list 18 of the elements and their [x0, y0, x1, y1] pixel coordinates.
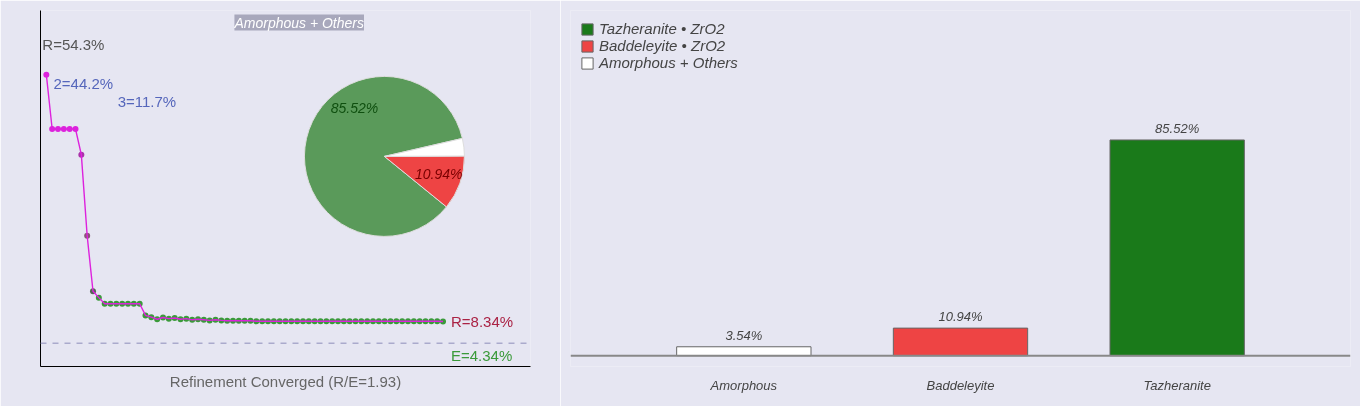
data-label: 10.94% — [938, 309, 983, 325]
text: E=4.34% — [451, 347, 513, 365]
legend-label: Baddeleyite • ZrO2 — [599, 37, 726, 54]
data-label: 85.52% — [1155, 120, 1200, 136]
annotation: 3=11.7% — [117, 92, 177, 110]
text: R=8.34% — [451, 313, 514, 331]
legend-label: Tazheranite • ZrO2 — [599, 20, 725, 37]
data-label: 85.52% — [330, 100, 379, 117]
text: R=54.3% — [42, 35, 105, 53]
x-tick-label: Tazheranite — [1143, 377, 1211, 393]
x-tick-label: Baddeleyite — [926, 377, 995, 393]
x-axis-title: Refinement Converged (R/E=1.93) — [169, 372, 402, 390]
annotation: 2=44.2% — [53, 74, 114, 92]
x-tick-label: Amorphous — [709, 377, 778, 393]
legend-label: Amorphous + Others — [599, 54, 738, 71]
text: Amorphous + Others — [233, 14, 364, 31]
data-label: 10.94% — [415, 165, 463, 182]
data-label: 3.54% — [725, 327, 763, 343]
